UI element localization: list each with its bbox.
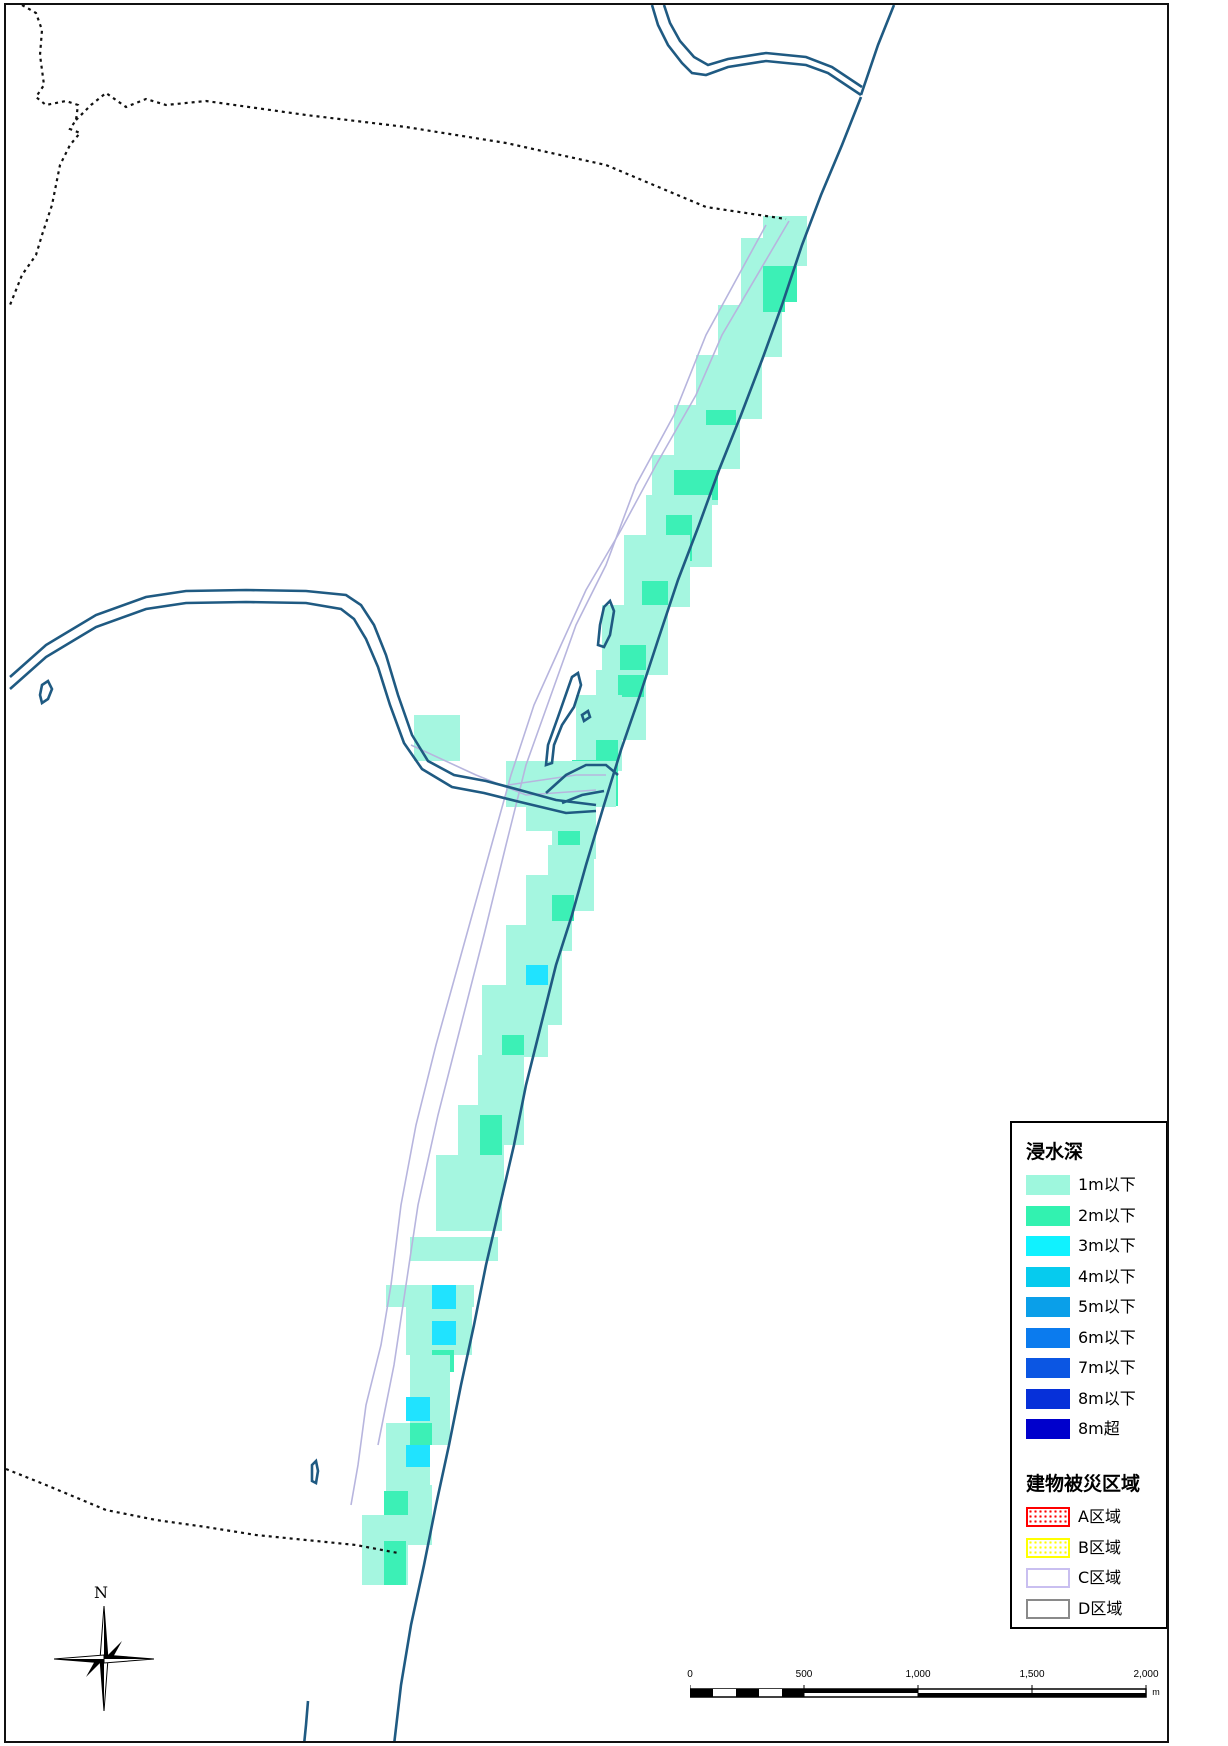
legend-swatch: [1026, 1297, 1070, 1317]
legend-swatch: [1026, 1568, 1070, 1588]
legend-swatch: [1026, 1388, 1070, 1409]
legend-label: C区域: [1078, 1568, 1122, 1587]
legend-depth-item: 3m以下: [1026, 1236, 1166, 1256]
scale-tick-0: 0: [687, 1669, 693, 1680]
scale-tick-2000: 2,000: [1133, 1669, 1159, 1680]
legend-depth-item: 2m以下: [1026, 1205, 1166, 1226]
legend-depth-item: 1m以下: [1026, 1175, 1166, 1195]
map-frame: N: [4, 3, 1169, 1743]
legend-swatch: [1026, 1598, 1070, 1619]
scale-unit: m: [1152, 1687, 1160, 1697]
legend-swatch: [1026, 1327, 1070, 1348]
flood-cell: [620, 645, 646, 671]
legend-label: 7m以下: [1078, 1358, 1136, 1377]
legend-building-item: C区域: [1026, 1568, 1166, 1588]
legend-swatch: [1026, 1358, 1070, 1378]
legend-label: 5m以下: [1078, 1297, 1136, 1316]
legend-swatch: [1026, 1236, 1070, 1256]
legend-label: D区域: [1078, 1598, 1123, 1618]
flood-cell: [410, 1423, 432, 1445]
legend-swatch: [1026, 1266, 1070, 1287]
flood-cell: [763, 288, 785, 312]
flood-cell: [384, 1563, 406, 1585]
flood-cell: [414, 715, 460, 761]
legend-depth-item: 6m以下: [1026, 1327, 1166, 1348]
scale-bar-graphic: [690, 1685, 1147, 1698]
legend: 浸水深 1m以下 2m以下 3m以下 4m以下 5m以下 6m以下 7m以下 8m以下 8m超 …: [1010, 1121, 1167, 1629]
scale-tick-1000: 1,000: [905, 1669, 931, 1680]
flood-depth-layer: [362, 216, 807, 1585]
legend-building-item: B区域: [1026, 1537, 1166, 1558]
legend-depth-item: 8m以下: [1026, 1388, 1166, 1409]
legend-swatch: [1026, 1507, 1070, 1527]
legend-swatch: [1026, 1419, 1070, 1439]
legend-label: 1m以下: [1078, 1175, 1136, 1194]
flood-cell: [596, 740, 618, 762]
legend-label: 2m以下: [1078, 1205, 1136, 1225]
flood-cell: [502, 1035, 524, 1057]
legend-label: 6m以下: [1078, 1327, 1136, 1347]
rivers: [9, 5, 896, 1741]
legend-label: 3m以下: [1078, 1236, 1136, 1255]
flood-cell: [406, 1445, 430, 1467]
flood-cell: [410, 1237, 498, 1261]
flood-cell: [386, 1285, 474, 1307]
legend-label: A区域: [1078, 1507, 1121, 1526]
flood-cell: [432, 1285, 456, 1309]
admin-boundaries: [6, 5, 787, 1555]
flood-cell: [406, 1397, 430, 1421]
legend-label: 8m以下: [1078, 1388, 1136, 1408]
legend-label: B区域: [1078, 1537, 1121, 1557]
legend-swatch: [1026, 1537, 1070, 1558]
legend-depth-item: 7m以下: [1026, 1358, 1166, 1378]
compass-rose-icon: [54, 1605, 154, 1711]
north-label: N: [94, 1583, 108, 1602]
legend-label: 4m以下: [1078, 1266, 1136, 1286]
flood-cell: [526, 965, 548, 987]
legend-building-title: 建物被災区域: [1026, 1473, 1141, 1495]
legend-label: 8m超: [1078, 1419, 1120, 1438]
legend-building-item: D区域: [1026, 1598, 1166, 1619]
legend-swatch: [1026, 1205, 1070, 1226]
legend-depth-item: 8m超: [1026, 1419, 1166, 1439]
scale-tick-1500: 1,500: [1019, 1669, 1045, 1680]
legend-depth-item: 5m以下: [1026, 1297, 1166, 1317]
map-canvas[interactable]: [6, 5, 1169, 1743]
legend-depth-title: 浸水深: [1026, 1141, 1084, 1163]
flood-cell: [436, 1155, 502, 1231]
legend-building-item: A区域: [1026, 1507, 1166, 1527]
legend-swatch: [1026, 1175, 1070, 1195]
legend-depth-item: 4m以下: [1026, 1266, 1166, 1287]
flood-cell: [432, 1321, 456, 1345]
flood-cell: [552, 895, 574, 921]
flood-cell: [618, 675, 644, 697]
scale-tick-500: 500: [795, 1669, 813, 1680]
